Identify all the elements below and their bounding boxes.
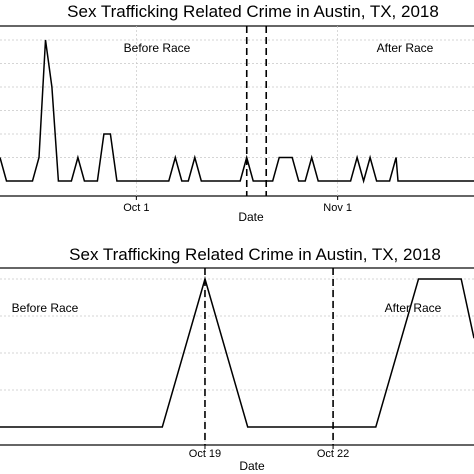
series-line-2	[0, 276, 474, 428]
x-tick-label-2: Oct 22	[317, 448, 349, 460]
race-marker-lines-1	[245, 26, 268, 196]
plot-frame-1	[0, 25, 474, 197]
series-line-1	[0, 39, 474, 184]
chart-title-1: Sex Trafficking Related Crime in Austin,…	[67, 2, 439, 21]
series-line	[0, 276, 474, 428]
chart-title-2: Sex Trafficking Related Crime in Austin,…	[69, 245, 441, 264]
series-line	[0, 39, 474, 184]
annotation-after-race-2: After Race	[385, 301, 442, 315]
x-axis-ticks-2: Oct 19 Oct 22	[189, 445, 349, 460]
annotation-before-race-2: Before Race	[12, 301, 79, 315]
chart-panel-2: Oct 19 Oct 22 Sex Trafficking Related Cri…	[0, 245, 474, 473]
x-tick-label-1: Oct 1	[123, 202, 149, 214]
chart-panel-1: Oct 1 Nov 1 Sex Trafficking Related Crime…	[0, 2, 474, 224]
annotation-after-race-1: After Race	[377, 41, 434, 55]
x-axis-ticks-1: Oct 1 Nov 1	[123, 196, 352, 214]
annotation-before-race-1: Before Race	[124, 41, 191, 55]
plot-frame-2	[0, 267, 474, 446]
grid-lines-1	[0, 26, 474, 196]
x-tick-label-1: Oct 19	[189, 448, 221, 460]
x-axis-label-2: Date	[239, 459, 265, 473]
race-marker-lines-2	[204, 268, 334, 445]
x-axis-label-1: Date	[238, 210, 264, 224]
x-tick-label-2: Nov 1	[323, 202, 352, 214]
